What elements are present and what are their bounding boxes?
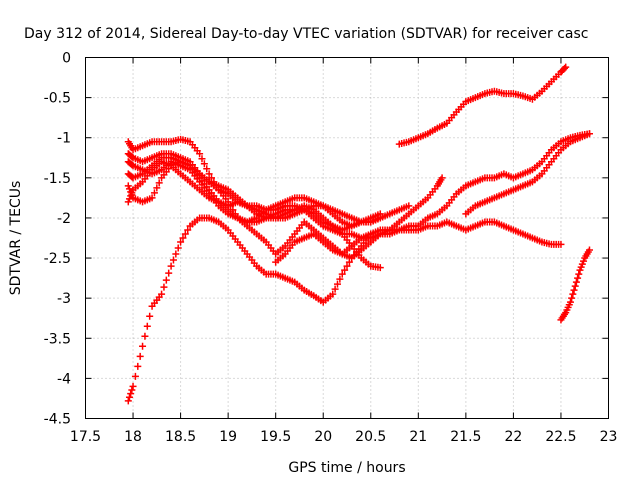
data-point (200, 160, 208, 168)
data-point (203, 165, 211, 173)
series-track-11 (557, 246, 593, 324)
data-point (128, 386, 136, 394)
data-point (148, 194, 156, 202)
series-track-8 (272, 130, 593, 266)
series-track-1 (124, 214, 375, 405)
y-axis-label: SDTVAR / TECUs (8, 181, 24, 296)
x-tick-label: 20.5 (355, 429, 386, 445)
data-point (181, 230, 189, 238)
data-point (153, 184, 161, 192)
axis-ticks (85, 57, 609, 419)
data-point (333, 280, 341, 288)
data-point (574, 274, 582, 282)
data-point (341, 266, 349, 274)
data-point (566, 298, 574, 306)
y-tick-label: -2 (57, 211, 71, 227)
data-point (165, 269, 173, 277)
data-point (174, 244, 182, 252)
data-point (160, 283, 168, 291)
y-tick-label: -4 (57, 371, 71, 387)
y-tick-label: -1 (57, 131, 71, 147)
x-tick-label: 19.5 (260, 429, 291, 445)
data-point (184, 226, 192, 234)
data-point (572, 278, 580, 286)
y-tick-label: -4.5 (44, 412, 71, 428)
data-point (124, 397, 132, 405)
y-tick-label: -1.5 (44, 171, 71, 187)
data-point (125, 393, 133, 401)
data-point (134, 362, 142, 370)
data-point (343, 262, 351, 270)
x-tick-label: 23 (600, 429, 618, 445)
data-point (158, 290, 166, 298)
data-point (129, 382, 137, 390)
x-tick-label: 21.5 (450, 429, 481, 445)
x-tick-label: 20 (314, 429, 332, 445)
x-tick-label: 19 (219, 429, 237, 445)
chart-title: Day 312 of 2014, Sidereal Day-to-day VTE… (24, 26, 588, 42)
y-tick-label: -2.5 (44, 251, 71, 267)
data-point (585, 246, 593, 254)
x-tick-label: 17.5 (70, 429, 101, 445)
data-point (376, 264, 384, 272)
data-point (336, 275, 344, 283)
x-tick-label: 18.5 (165, 429, 196, 445)
data-point (146, 312, 154, 320)
data-point (562, 63, 570, 71)
data-point (139, 342, 147, 350)
data-point (196, 150, 204, 158)
data-point (143, 322, 151, 330)
x-tick-label: 18 (124, 429, 142, 445)
x-tick-label: 22.5 (545, 429, 576, 445)
data-point (167, 262, 175, 270)
data-point (557, 240, 565, 248)
x-tick-label: 21 (409, 429, 427, 445)
data-point (338, 270, 346, 278)
data-point (150, 189, 158, 197)
data-point (405, 202, 413, 210)
data-point (569, 290, 577, 298)
data-point (198, 155, 206, 163)
data-point (169, 256, 177, 264)
data-point (570, 286, 578, 294)
data-point (575, 270, 583, 278)
plot-frame (85, 57, 609, 419)
series-track-7 (124, 154, 384, 234)
tick-labels: 17.5 18 18.5 19 19.5 20 20.5 21 21.5 22 22.5 23 0 -0.… (44, 51, 618, 446)
y-tick-label: -3.5 (44, 331, 71, 347)
data-point (585, 130, 593, 138)
y-tick-label: -3 (57, 291, 71, 307)
data-point (172, 250, 180, 258)
data-point (136, 352, 144, 360)
data-point (155, 179, 163, 187)
data-point (131, 372, 139, 380)
series-track-9 (395, 63, 570, 148)
series-track-10 (462, 130, 593, 218)
data-point (177, 238, 185, 246)
data-point (128, 153, 136, 161)
data-point (179, 234, 187, 242)
x-axis-label: GPS time / hours (288, 460, 405, 476)
data-point (438, 174, 446, 182)
data-point (571, 282, 579, 290)
y-tick-label: -0.5 (44, 91, 71, 107)
data-point (127, 390, 135, 398)
data-point (561, 64, 569, 72)
data-marks (124, 63, 593, 405)
data-point (205, 170, 213, 178)
data-point (331, 285, 339, 293)
data-point (141, 332, 149, 340)
data-point (376, 214, 384, 222)
data-point (568, 294, 576, 302)
x-tick-label: 22 (504, 429, 522, 445)
data-point (329, 290, 337, 298)
data-point (128, 161, 136, 169)
data-point (162, 276, 170, 284)
y-tick-label: 0 (62, 51, 71, 67)
